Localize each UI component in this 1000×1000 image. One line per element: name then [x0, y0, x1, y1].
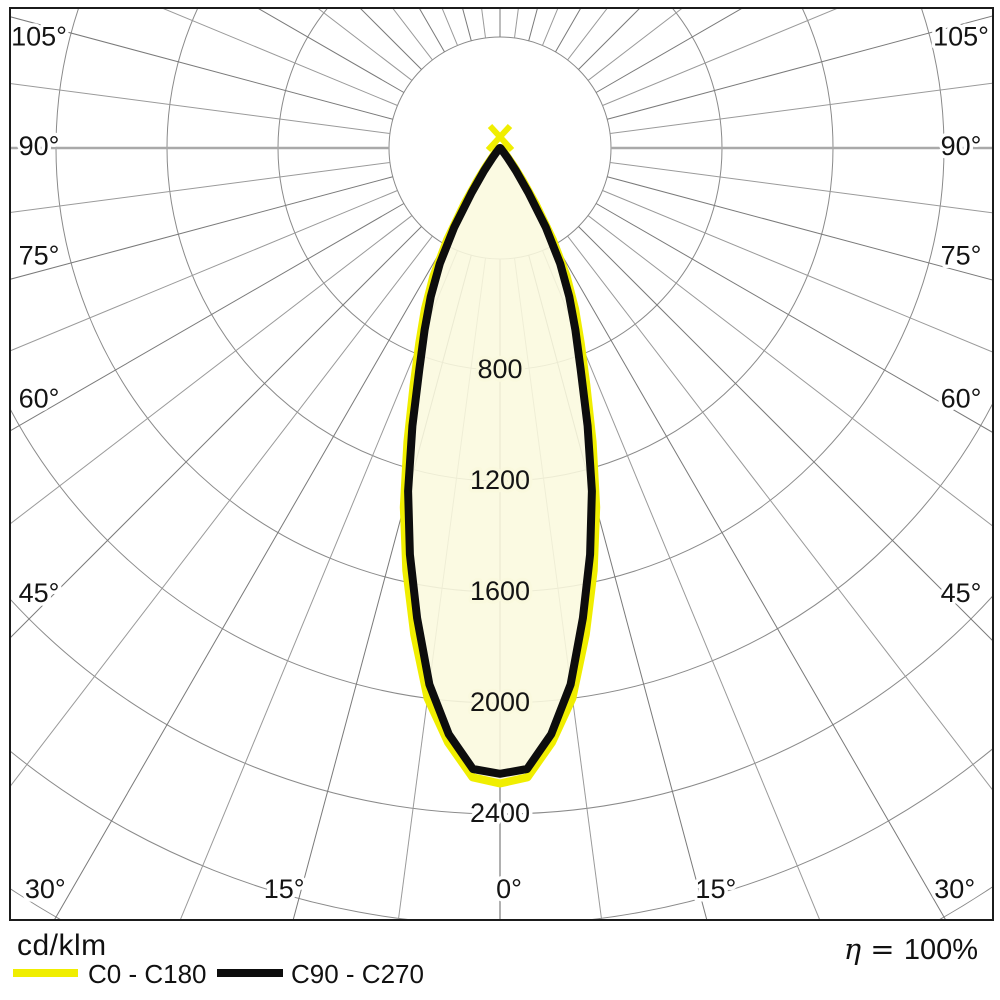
grid-ray-172.5 [481, 8, 487, 39]
angle-label-30-right: 30° [934, 874, 975, 904]
chart-border [9, 7, 994, 921]
angle-label-15-left: 15° [264, 874, 305, 904]
grid-ray-75 [607, 176, 993, 281]
angle-label-75-left: 75° [19, 241, 60, 271]
grid-ray-105 [607, 15, 993, 120]
grid-ray-30 [53, 243, 445, 920]
legend-swatch-c0-c180 [13, 969, 78, 977]
grid-ray-157.5 [441, 8, 458, 46]
angle-label-60-right: 60° [941, 383, 982, 413]
angle-label-15-right: 15° [695, 874, 736, 904]
grid-ray-165 [528, 8, 539, 41]
grid-ray-97.5 [609, 82, 993, 135]
angle-label-90-left: 90° [19, 131, 60, 161]
grid-ray-112.5 [160, 8, 398, 106]
grid-ray-60 [10, 203, 405, 432]
eta-value: 100% [903, 934, 978, 966]
eta-symbol: η = [843, 932, 904, 966]
legend-label-c90-c270: C90 - C270 [291, 959, 424, 989]
ring-label-1200: 1200 [470, 465, 530, 495]
angle-label-75-right: 75° [941, 241, 982, 271]
angle-label-90-right: 90° [941, 131, 982, 161]
grid-ray-22.5 [542, 250, 821, 920]
angle-label-0-right: 0° [496, 874, 522, 904]
grid-ray-157.5 [542, 8, 559, 46]
c0-crossover-mark [487, 123, 515, 153]
legend-label-c0-c180: C0 - C180 [88, 959, 207, 989]
grid-ray-60 [595, 203, 993, 434]
angle-label-60-left: 60° [19, 383, 60, 413]
angle-label-30-left: 30° [25, 874, 66, 904]
grid-ray-105 [10, 16, 393, 120]
ring-label-2400: 2400 [470, 798, 530, 828]
grid-ray-37.5 [10, 235, 433, 788]
curve-c90-c270 [404, 144, 596, 778]
grid-ray-82.5 [609, 161, 993, 214]
chart-labels: 800 1200 1600 2000 2400 0° 15° 15° 30° 30° 45° 45° 6… [8, 18, 993, 908]
grid-ray-165 [461, 8, 472, 41]
ring-label-800: 800 [477, 354, 522, 384]
angle-label-105-right: 105° [933, 22, 989, 52]
grid-ray-172.5 [513, 8, 519, 39]
units-label: cd/klm [17, 929, 107, 962]
grid-ray-37.5 [567, 235, 993, 792]
grid-ray-82.5 [10, 161, 391, 214]
angle-label-45-left: 45° [19, 578, 60, 608]
angle-label-105-left: 105° [11, 22, 67, 52]
ring-label-1600: 1600 [470, 576, 530, 606]
grid-ray-45 [10, 226, 422, 639]
grid-ray-52.5 [10, 215, 413, 525]
efficiency-label: η = 100% [844, 932, 978, 967]
grid-ray-22.5 [179, 250, 458, 920]
grid-ray-67.5 [602, 190, 993, 353]
grid-ray-112.5 [602, 8, 840, 106]
grid-ray-75 [10, 176, 393, 280]
grid-ray-30 [555, 243, 947, 920]
beam-curves [399, 123, 601, 788]
angle-label-45-right: 45° [941, 578, 982, 608]
grid-ray-52.5 [587, 215, 993, 527]
ring-label-2000: 2000 [470, 687, 530, 717]
grid-ray-45 [578, 226, 993, 642]
grid-ray-97.5 [10, 82, 391, 135]
legend-swatch-c90-c270 [217, 969, 283, 977]
grid-ray-67.5 [10, 190, 398, 352]
